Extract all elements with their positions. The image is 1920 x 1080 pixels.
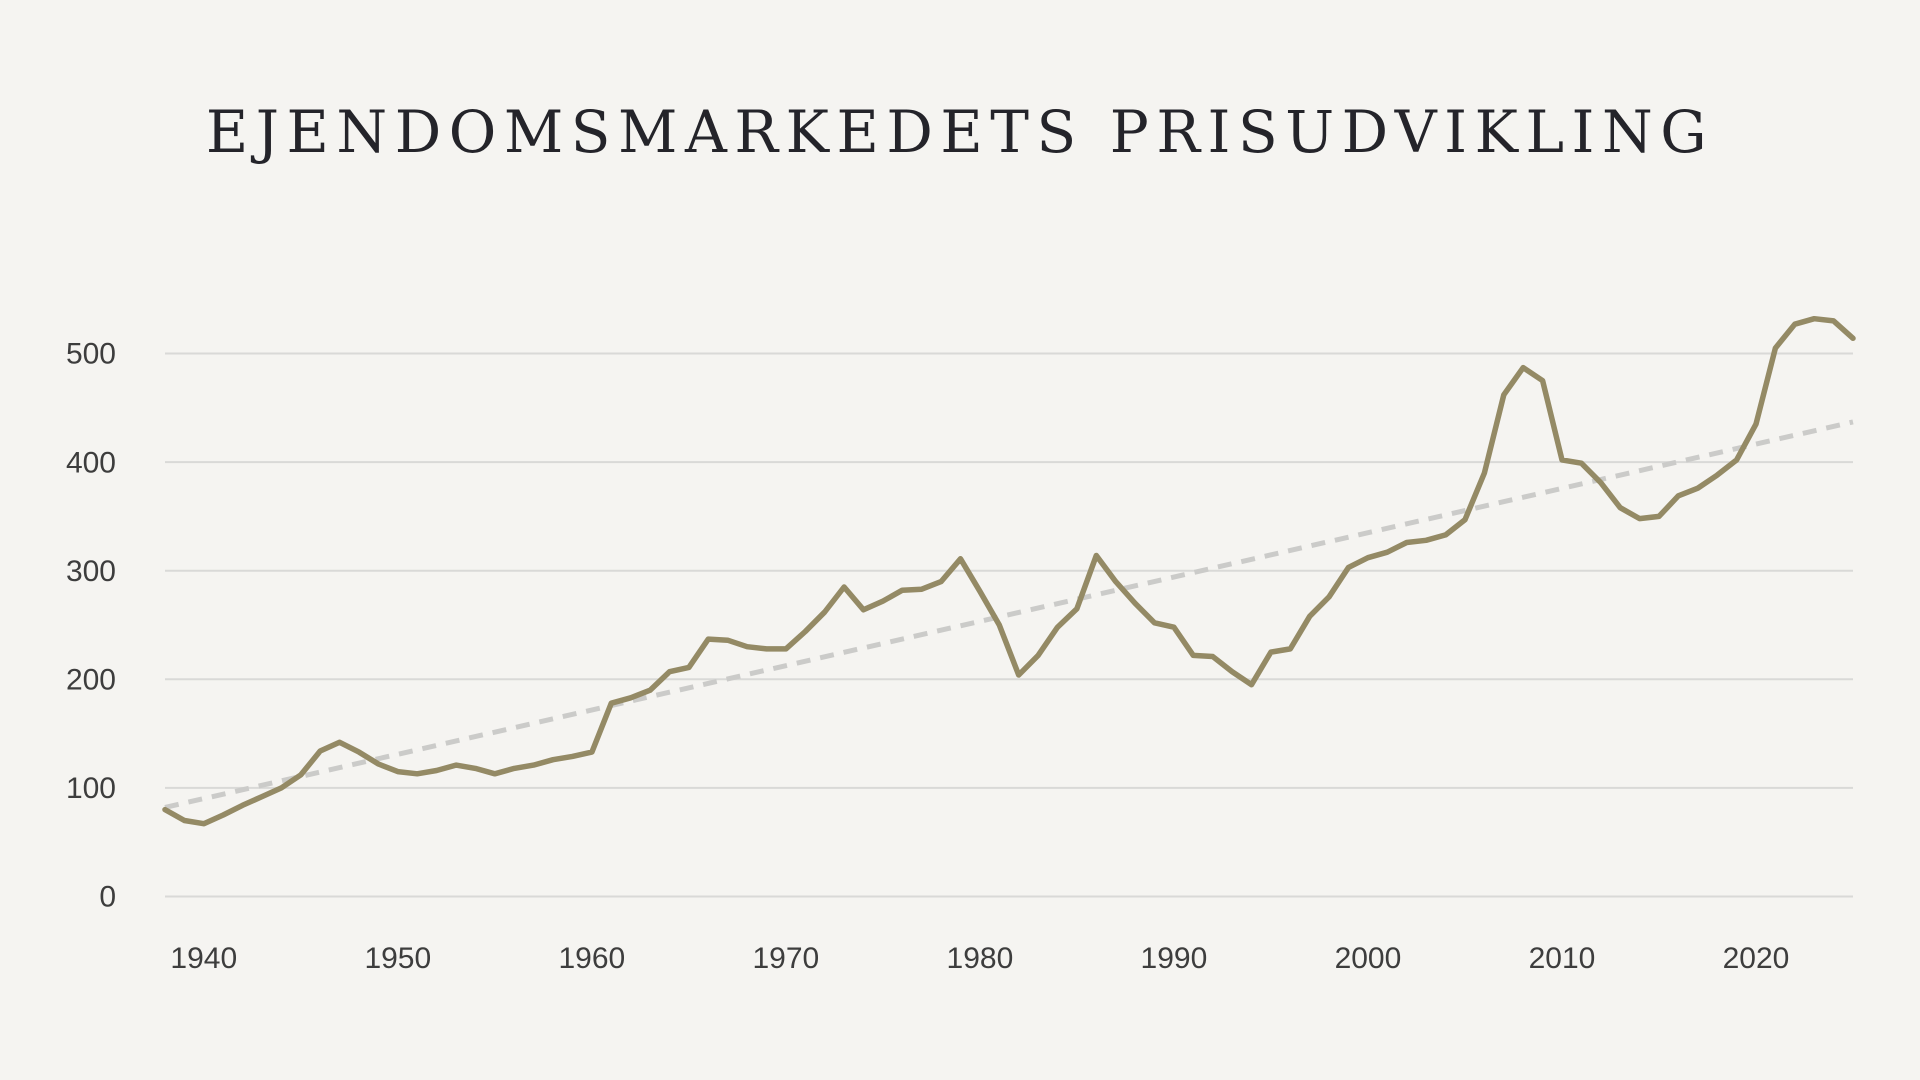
y-axis-tick-label: 400 xyxy=(66,446,116,479)
x-axis-tick-label: 2000 xyxy=(1335,942,1402,975)
y-axis-tick-label: 100 xyxy=(66,772,116,805)
y-axis-tick-label: 0 xyxy=(99,881,116,914)
trend-line xyxy=(164,419,1854,810)
x-axis-tick-label: 1970 xyxy=(752,942,819,975)
x-axis-tick-label: 1940 xyxy=(170,942,237,975)
x-axis-tick-label: 1950 xyxy=(364,942,431,975)
x-axis-tick-label: 1980 xyxy=(947,942,1014,975)
y-axis-tick-label: 500 xyxy=(66,338,116,371)
y-axis-tick-label: 200 xyxy=(66,664,116,697)
y-axis-tick-label: 300 xyxy=(66,555,116,588)
price-index-line xyxy=(162,315,1856,827)
x-axis-tick-label: 1990 xyxy=(1141,942,1208,975)
x-axis-tick-label: 2010 xyxy=(1529,942,1596,975)
x-axis-tick-label: 2020 xyxy=(1723,942,1790,975)
x-axis-tick-label: 1960 xyxy=(558,942,625,975)
chart-title: EJENDOMSMARKEDETS PRISUDVIKLING xyxy=(205,98,1715,166)
